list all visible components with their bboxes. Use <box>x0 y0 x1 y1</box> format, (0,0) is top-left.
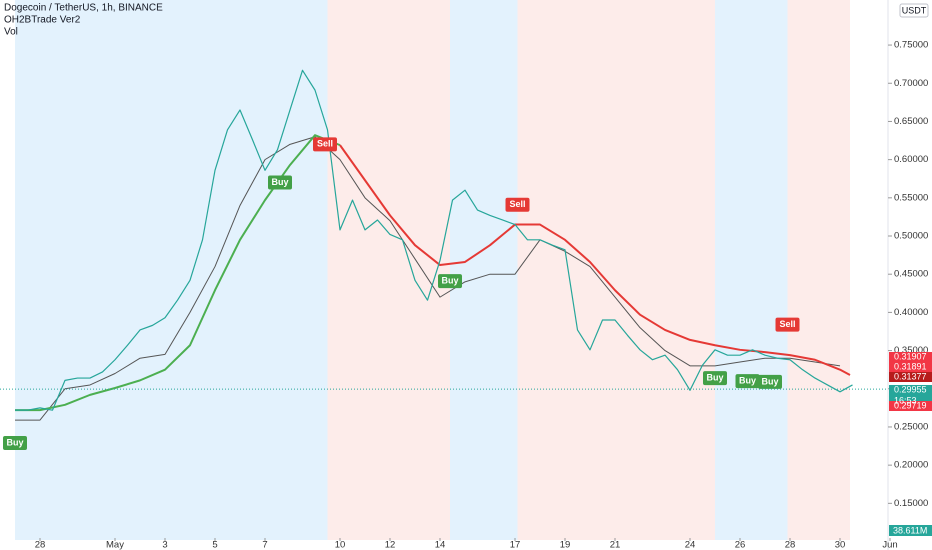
currency: USDT <box>902 5 927 15</box>
chart-title: Dogecoin / TetherUS, 1h, BINANCE <box>4 2 163 13</box>
signal-tag <box>268 175 292 190</box>
signal-tag <box>758 374 782 389</box>
signal-tag <box>3 435 27 450</box>
session-band <box>450 0 518 540</box>
signal-label: Buy <box>271 177 288 187</box>
y-tick-label: 0.50000 <box>894 231 928 242</box>
signal-tag <box>735 374 760 389</box>
signal-tag <box>775 317 800 332</box>
plot-area <box>15 0 853 540</box>
x-tick-label: 28 <box>785 540 796 550</box>
y-tick-label: 0.40000 <box>894 307 928 318</box>
countdown: 16:53 <box>894 395 917 405</box>
x-tick-label: 26 <box>735 540 746 550</box>
signal-label: Buy <box>706 372 723 382</box>
signal-label: Buy <box>6 437 23 447</box>
y-tick-label: 0.70000 <box>894 78 928 89</box>
price-label: 0.29719 <box>894 400 927 410</box>
currency-box[interactable] <box>899 3 929 18</box>
signal-label: Buy <box>761 376 778 386</box>
y-tick-label: 0.65000 <box>894 116 928 127</box>
session-band <box>787 0 850 540</box>
indicator-name: OH2BTrade Ver2 <box>4 14 81 25</box>
session-band <box>15 0 328 540</box>
x-tick-label: 12 <box>385 540 396 550</box>
x-tick-label: 3 <box>162 540 167 550</box>
y-tick-label: 0.15000 <box>894 498 928 509</box>
signal-label: Buy <box>739 376 756 386</box>
price-label-box <box>889 362 932 372</box>
y-tick-label: 0.55000 <box>894 192 928 203</box>
session-band <box>517 0 715 540</box>
signal-tag <box>703 371 727 386</box>
price-label: 0.31377 <box>894 371 927 381</box>
volume-label-box <box>889 525 932 536</box>
x-tick-label: 17 <box>510 540 521 550</box>
y-tick-label: 0.35000 <box>894 345 928 356</box>
x-tick-label: 19 <box>560 540 571 550</box>
price-label-box <box>889 372 932 382</box>
session-band <box>715 0 788 540</box>
y-tick-label: 0.60000 <box>894 154 928 165</box>
price-label: 0.31907 <box>894 351 927 361</box>
series-line <box>15 134 341 412</box>
x-tick-label: 24 <box>685 540 696 550</box>
y-tick-label: 0.20000 <box>894 460 928 471</box>
signal-tag <box>438 274 462 289</box>
x-tick-label: 30 <box>835 540 846 550</box>
price-label-box <box>889 401 932 411</box>
y-tick-label: 0.25000 <box>894 421 928 432</box>
signal-tag <box>313 137 337 152</box>
x-tick-label: 10 <box>335 540 346 550</box>
x-tick-label: 5 <box>212 540 217 550</box>
x-tick-label: May <box>106 540 124 550</box>
price-label-box <box>889 352 932 362</box>
price-label: 0.29955 <box>894 384 927 394</box>
signal-label: Sell <box>317 139 333 149</box>
signal-label: Buy <box>441 275 458 285</box>
x-tick-label: 14 <box>435 540 446 550</box>
price-label: 0.31891 <box>894 361 927 371</box>
signal-label: Sell <box>779 319 795 329</box>
signal-tag <box>505 197 530 212</box>
x-tick-label: 21 <box>610 540 621 550</box>
x-tick-label: 7 <box>262 540 267 550</box>
signal-label: Sell <box>509 199 525 209</box>
series-line <box>15 69 853 411</box>
x-tick-label: 28 <box>35 540 46 550</box>
session-band <box>327 0 450 540</box>
y-tick-label: 0.75000 <box>894 40 928 51</box>
volume-label: 38.611M <box>893 525 927 535</box>
y-tick-label: 0.45000 <box>894 269 928 280</box>
series-line <box>339 144 851 376</box>
x-tick-label: Jun <box>882 540 897 550</box>
indicator-name: Vol <box>4 26 18 37</box>
